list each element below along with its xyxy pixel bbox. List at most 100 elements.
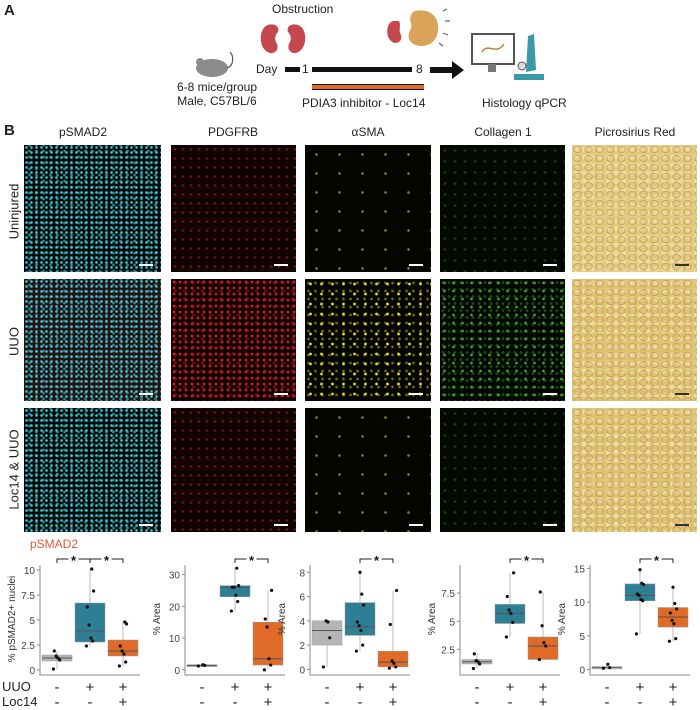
axis	[459, 565, 560, 676]
column-header-PDGFRB: PDGFRB	[207, 125, 258, 139]
pSMAD2-chart-tag: pSMAD2	[30, 537, 79, 551]
loc14-sign: -	[605, 694, 610, 710]
data-point	[472, 652, 476, 656]
y-tick-label: 15	[574, 564, 586, 575]
data-point	[265, 625, 269, 629]
image-uuo-PDGFRB	[171, 279, 296, 401]
healthy-kidneys-icon	[260, 24, 306, 54]
panel-a-label: A	[4, 2, 15, 19]
scale-bar	[274, 264, 288, 266]
image-loc14-uuo-collagen1	[440, 408, 565, 532]
mouse-icon	[196, 51, 234, 77]
uuo-sign: -	[475, 679, 480, 696]
scale-bar	[409, 393, 423, 395]
data-point	[674, 636, 678, 641]
column-header-picrosirius: Picrosirius Red	[594, 125, 676, 139]
data-point	[505, 594, 509, 599]
significance-star: *	[654, 553, 660, 568]
data-point	[388, 622, 392, 627]
timeline-bar	[312, 67, 412, 72]
data-point	[51, 667, 56, 671]
scale-bar	[274, 524, 288, 526]
data-point	[360, 592, 364, 596]
column-header-aSMA: αSMA	[351, 125, 385, 139]
row-label-uninjured: Uninjured	[6, 183, 22, 240]
uuo-sign: +	[636, 679, 645, 696]
bracket-gap	[101, 557, 112, 561]
scale-bar	[543, 524, 557, 526]
data-point	[355, 620, 359, 624]
y-tick-label: 2	[299, 641, 305, 652]
data-point	[635, 592, 639, 596]
image-uuo-aSMA	[305, 279, 431, 401]
data-point	[675, 607, 679, 611]
data-point	[667, 639, 671, 643]
mice-per-group: 6-8 mice/group	[176, 80, 258, 94]
scale-bar	[139, 524, 153, 526]
box	[74, 602, 106, 643]
data-point	[361, 643, 365, 647]
y-tick-label: 0	[29, 666, 35, 677]
column-header-pSMAD2: pSMAD2	[58, 125, 108, 139]
data-point	[471, 666, 475, 671]
data-point	[84, 644, 88, 648]
scale-bar	[139, 264, 153, 266]
loc14-sign: -	[55, 694, 60, 710]
image-uninjured-aSMA	[305, 145, 431, 272]
data-point	[269, 663, 273, 667]
data-point	[639, 597, 643, 602]
box	[377, 650, 409, 668]
uuo-sign: +	[264, 679, 273, 696]
data-point	[196, 664, 200, 668]
scale-bar	[409, 524, 423, 526]
image-uuo-picrosirius	[572, 279, 697, 401]
data-point	[52, 649, 56, 653]
data-point	[234, 593, 238, 597]
image-uninjured-collagen1	[440, 145, 565, 272]
y-tick-label: 0	[299, 665, 305, 676]
data-point	[538, 590, 542, 594]
timeline-pre	[285, 67, 300, 72]
data-point	[328, 636, 332, 640]
data-point	[511, 620, 515, 624]
loc14-row-label: Loc14	[2, 694, 38, 709]
mice-info: 6-8 mice/group Male, C57BL/6	[172, 80, 262, 108]
loc14-sign: +	[669, 694, 678, 710]
panel-b-label: B	[4, 122, 15, 139]
uuo-sign: -	[325, 679, 330, 696]
data-point	[358, 570, 362, 574]
y-tick-label: 8	[299, 568, 305, 579]
y-tick-label: 10	[169, 634, 181, 645]
bracket-gap	[651, 557, 662, 561]
mice-strain: Male, C57BL/6	[177, 94, 257, 108]
data-point	[87, 623, 91, 627]
uuo-sign: -	[55, 679, 60, 696]
data-point	[394, 665, 398, 669]
data-point	[54, 654, 58, 658]
data-point	[601, 666, 605, 670]
y-tick-label: 7.5	[21, 591, 35, 602]
uuo-sign: -	[605, 679, 610, 696]
y-tick-label: 0	[579, 666, 585, 677]
significance-star: *	[104, 553, 110, 568]
uuo-sign: +	[86, 679, 95, 696]
data-point	[359, 628, 363, 633]
data-point	[357, 624, 361, 628]
data-point	[324, 619, 328, 623]
y-axis-label: % Area	[277, 602, 288, 635]
data-point	[321, 665, 325, 669]
box	[527, 636, 559, 660]
data-point	[540, 624, 544, 628]
data-point	[270, 588, 274, 593]
box-plot-collagen1: 2.557.5% Area--+-++*	[427, 553, 560, 710]
data-point	[362, 603, 366, 607]
scale-bar	[274, 393, 288, 395]
uuo-sign: +	[669, 679, 678, 696]
data-point	[122, 652, 126, 656]
uuo-row-label: UUO	[2, 679, 31, 694]
day-label: Day	[256, 62, 278, 76]
data-point	[606, 662, 610, 666]
image-uuo-pSMAD2	[24, 279, 161, 401]
